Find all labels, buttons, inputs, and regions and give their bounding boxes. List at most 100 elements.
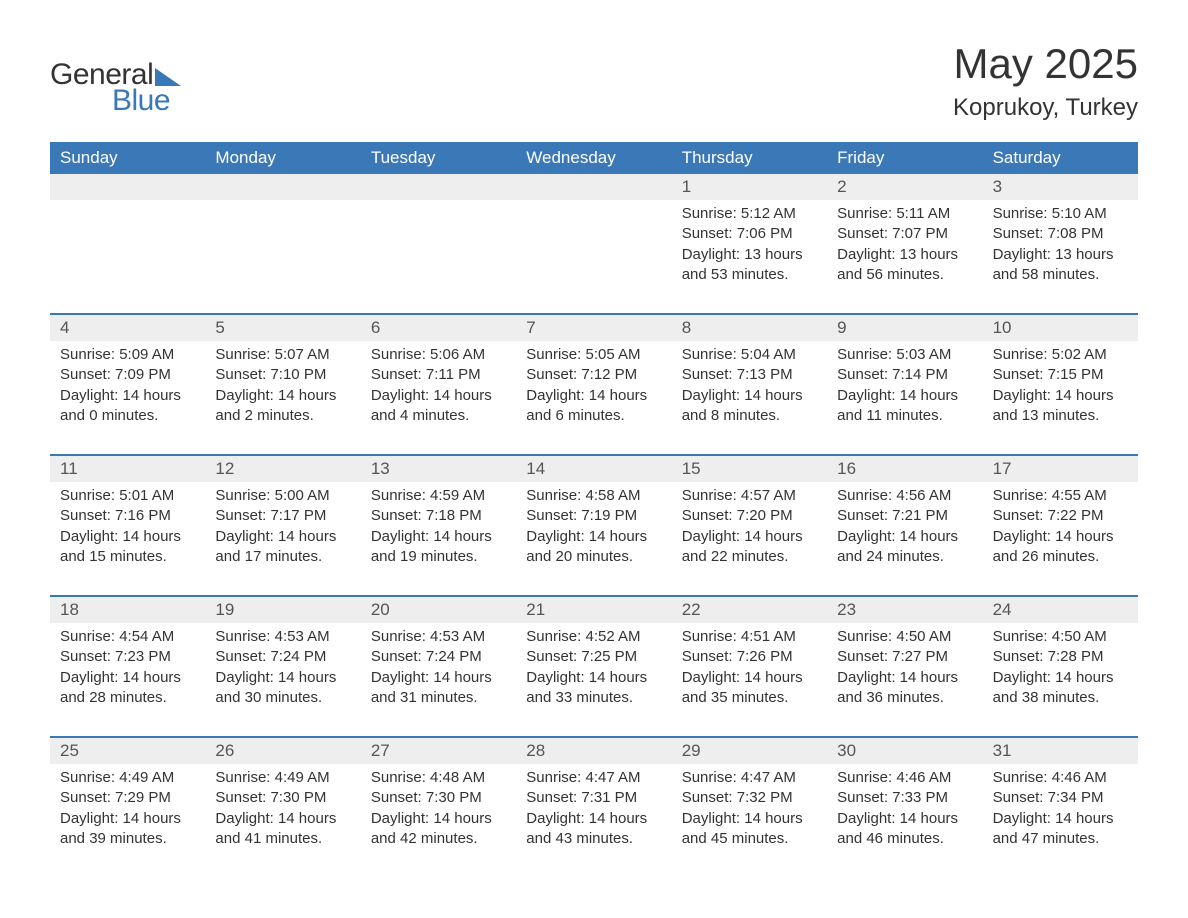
sunset-line: Sunset: 7:23 PM (60, 647, 195, 667)
day-cell: Sunrise: 4:50 AMSunset: 7:27 PMDaylight:… (827, 623, 982, 712)
daylight-line: Daylight: 14 hours and 46 minutes. (837, 809, 972, 850)
day-cell: Sunrise: 4:52 AMSunset: 7:25 PMDaylight:… (516, 623, 671, 712)
day-cell (50, 200, 205, 289)
day-cell: Sunrise: 5:12 AMSunset: 7:06 PMDaylight:… (672, 200, 827, 289)
day-header: Sunday (50, 142, 205, 174)
daylight-line: Daylight: 14 hours and 42 minutes. (371, 809, 506, 850)
daylight-line: Daylight: 14 hours and 4 minutes. (371, 386, 506, 427)
daylight-line: Daylight: 14 hours and 11 minutes. (837, 386, 972, 427)
sunrise-line: Sunrise: 4:46 AM (837, 768, 972, 788)
sunset-line: Sunset: 7:07 PM (837, 224, 972, 244)
sunrise-line: Sunrise: 5:00 AM (215, 486, 350, 506)
day-header: Friday (827, 142, 982, 174)
day-number: 5 (205, 315, 360, 341)
day-number: 3 (983, 174, 1138, 200)
sunrise-line: Sunrise: 5:06 AM (371, 345, 506, 365)
logo: General Blue (50, 40, 181, 118)
day-header: Monday (205, 142, 360, 174)
sunset-line: Sunset: 7:26 PM (682, 647, 817, 667)
day-cell: Sunrise: 5:11 AMSunset: 7:07 PMDaylight:… (827, 200, 982, 289)
sunrise-line: Sunrise: 4:53 AM (215, 627, 350, 647)
day-number: 12 (205, 456, 360, 482)
day-cell: Sunrise: 4:56 AMSunset: 7:21 PMDaylight:… (827, 482, 982, 571)
daylight-line: Daylight: 14 hours and 45 minutes. (682, 809, 817, 850)
day-body-row: Sunrise: 5:12 AMSunset: 7:06 PMDaylight:… (50, 200, 1138, 313)
day-cell: Sunrise: 5:10 AMSunset: 7:08 PMDaylight:… (983, 200, 1138, 289)
sunrise-line: Sunrise: 5:05 AM (526, 345, 661, 365)
week: 11121314151617Sunrise: 5:01 AMSunset: 7:… (50, 454, 1138, 595)
sunset-line: Sunset: 7:19 PM (526, 506, 661, 526)
daylight-line: Daylight: 14 hours and 26 minutes. (993, 527, 1128, 568)
daylight-line: Daylight: 14 hours and 39 minutes. (60, 809, 195, 850)
daynum-row: 11121314151617 (50, 456, 1138, 482)
sunrise-line: Sunrise: 4:59 AM (371, 486, 506, 506)
sunrise-line: Sunrise: 5:09 AM (60, 345, 195, 365)
daylight-line: Daylight: 14 hours and 41 minutes. (215, 809, 350, 850)
daylight-line: Daylight: 13 hours and 56 minutes. (837, 245, 972, 286)
sunrise-line: Sunrise: 4:55 AM (993, 486, 1128, 506)
day-number (361, 174, 516, 200)
sunrise-line: Sunrise: 4:47 AM (682, 768, 817, 788)
week: 45678910 Sunrise: 5:09 AMSunset: 7:09 PM D… (50, 313, 1138, 454)
day-cell: Sunrise: 4:53 AMSunset: 7:24 PMDaylight:… (361, 623, 516, 712)
sunset-line: Sunset: 7:06 PM (682, 224, 817, 244)
week: 18192021222324Sunrise: 4:54 AMSunset: 7:… (50, 595, 1138, 736)
sunrise-line: Sunrise: 4:47 AM (526, 768, 661, 788)
sunset-line: Sunset: 7:30 PM (215, 788, 350, 808)
day-number: 11 (50, 456, 205, 482)
sunrise-line: Sunrise: 5:07 AM (215, 345, 350, 365)
sunrise-line: Sunrise: 4:49 AM (215, 768, 350, 788)
day-body-row: Sunrise: 5:09 AMSunset: 7:09 PM Daylight:… (50, 341, 1138, 454)
day-cell: Sunrise: 4:55 AMSunset: 7:22 PMDaylight:… (983, 482, 1138, 571)
daylight-line: Daylight: 14 hours and 28 minutes. (60, 668, 195, 709)
sunset-line: Sunset: 7:31 PM (526, 788, 661, 808)
day-number: 16 (827, 456, 982, 482)
day-number: 29 (672, 738, 827, 764)
daynum-row: 45678910 (50, 315, 1138, 341)
day-cell: Sunrise: 5:09 AMSunset: 7:09 PMDaylight:… (50, 341, 205, 430)
title-block: May 2025 Koprukoy, Turkey (953, 40, 1138, 122)
day-body-row: Sunrise: 4:49 AMSunset: 7:29 PMDaylight:… (50, 764, 1138, 877)
sunset-line: Sunset: 7:22 PM (993, 506, 1128, 526)
sunrise-line: Sunrise: 4:49 AM (60, 768, 195, 788)
daylight-line: Daylight: 14 hours and 20 minutes. (526, 527, 661, 568)
day-cell: Sunrise: 5:01 AMSunset: 7:16 PMDaylight:… (50, 482, 205, 571)
sunset-line: Sunset: 7:25 PM (526, 647, 661, 667)
day-number (50, 174, 205, 200)
sunset-line: Sunset: 7:09 PM (60, 365, 195, 385)
sunset-line: Sunset: 7:12 PM (526, 365, 661, 385)
sunset-line: Sunset: 7:17 PM (215, 506, 350, 526)
sunset-line: Sunset: 7:24 PM (371, 647, 506, 667)
sunrise-line: Sunrise: 4:50 AM (993, 627, 1128, 647)
sunrise-line: Sunrise: 4:51 AM (682, 627, 817, 647)
day-cell: Sunrise: 4:58 AMSunset: 7:19 PMDaylight:… (516, 482, 671, 571)
sunrise-line: Sunrise: 5:10 AM (993, 204, 1128, 224)
day-number: 26 (205, 738, 360, 764)
daylight-line: Daylight: 14 hours and 2 minutes. (215, 386, 350, 427)
sunset-line: Sunset: 7:30 PM (371, 788, 506, 808)
day-header: Tuesday (361, 142, 516, 174)
day-cell: Sunrise: 4:48 AMSunset: 7:30 PMDaylight:… (361, 764, 516, 853)
calendar: SundayMondayTuesdayWednesdayThursdayFrid… (50, 142, 1138, 877)
day-cell: Sunrise: 4:50 AMSunset: 7:28 PMDaylight:… (983, 623, 1138, 712)
daylight-line: Daylight: 14 hours and 19 minutes. (371, 527, 506, 568)
day-number: 23 (827, 597, 982, 623)
day-body-row: Sunrise: 4:54 AMSunset: 7:23 PMDaylight:… (50, 623, 1138, 736)
day-header: Thursday (672, 142, 827, 174)
day-cell (516, 200, 671, 289)
day-cell: Sunrise: 4:49 AMSunset: 7:29 PMDaylight:… (50, 764, 205, 853)
day-number: 19 (205, 597, 360, 623)
daynum-row: 123 (50, 174, 1138, 200)
day-number: 22 (672, 597, 827, 623)
sunset-line: Sunset: 7:33 PM (837, 788, 972, 808)
daylight-line: Daylight: 14 hours and 8 minutes. (682, 386, 817, 427)
sunrise-line: Sunrise: 5:01 AM (60, 486, 195, 506)
daylight-line: Daylight: 13 hours and 53 minutes. (682, 245, 817, 286)
daylight-line: Daylight: 13 hours and 58 minutes. (993, 245, 1128, 286)
week: 123Sunrise: 5:12 AMSunset: 7:06 PMDaylig… (50, 174, 1138, 313)
sunset-line: Sunset: 7:27 PM (837, 647, 972, 667)
daylight-line: Daylight: 14 hours and 36 minutes. (837, 668, 972, 709)
daylight-line: Daylight: 14 hours and 30 minutes. (215, 668, 350, 709)
day-cell: Sunrise: 4:47 AMSunset: 7:32 PMDaylight:… (672, 764, 827, 853)
sunrise-line: Sunrise: 5:04 AM (682, 345, 817, 365)
